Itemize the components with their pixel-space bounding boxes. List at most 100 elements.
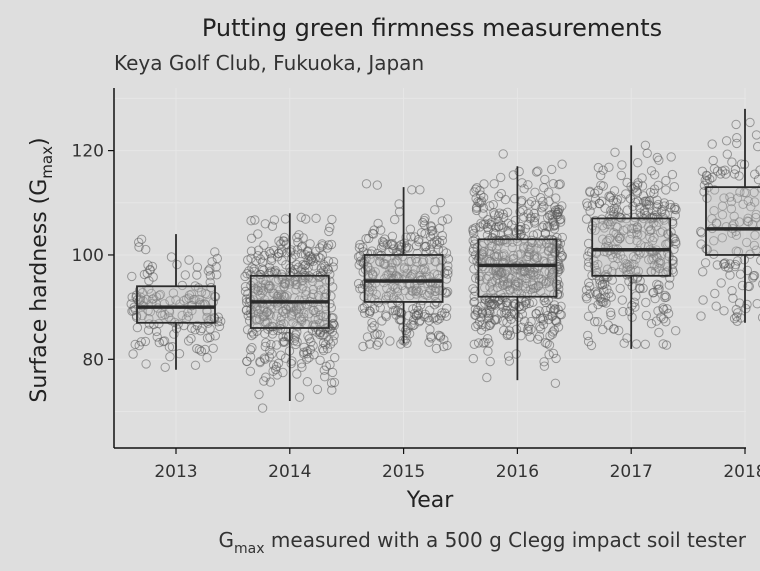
data-point xyxy=(394,199,404,209)
data-point xyxy=(506,309,516,319)
data-point xyxy=(493,240,503,251)
data-point xyxy=(472,183,482,193)
data-point xyxy=(400,243,411,253)
data-point xyxy=(629,297,639,307)
data-point xyxy=(313,291,324,301)
data-point xyxy=(665,199,675,210)
data-point xyxy=(582,294,592,304)
data-point xyxy=(727,157,737,167)
data-point xyxy=(126,299,136,309)
data-point xyxy=(169,329,179,339)
data-point xyxy=(358,341,368,352)
data-point xyxy=(299,342,309,352)
data-point xyxy=(653,306,663,316)
data-point xyxy=(291,305,302,315)
data-point xyxy=(377,236,388,247)
data-point xyxy=(291,330,301,340)
data-point xyxy=(417,274,427,284)
data-point xyxy=(330,352,340,363)
data-point xyxy=(584,278,594,288)
data-point xyxy=(748,271,759,281)
data-point xyxy=(183,336,194,346)
data-point xyxy=(240,282,251,292)
data-point xyxy=(661,185,671,195)
data-point xyxy=(607,216,617,227)
data-point xyxy=(696,311,706,321)
data-point xyxy=(409,309,420,319)
data-point xyxy=(420,289,430,300)
data-point xyxy=(582,201,593,211)
data-point xyxy=(599,274,609,284)
data-point xyxy=(555,179,565,189)
data-point xyxy=(329,330,339,341)
data-point xyxy=(640,339,650,349)
data-point xyxy=(399,264,409,274)
data-point xyxy=(276,350,286,360)
data-point xyxy=(358,242,368,253)
data-point xyxy=(307,325,318,336)
data-point xyxy=(127,271,137,282)
data-point xyxy=(603,216,613,227)
data-point xyxy=(267,349,277,359)
data-point xyxy=(160,362,170,372)
data-point xyxy=(539,357,549,367)
data-point xyxy=(529,216,539,226)
data-point xyxy=(511,299,521,309)
data-point xyxy=(659,201,670,211)
data-point xyxy=(529,252,540,262)
data-point xyxy=(205,271,216,281)
x-tick-label: 2014 xyxy=(268,462,311,482)
data-point xyxy=(644,199,654,210)
data-point xyxy=(365,306,375,316)
data-point xyxy=(489,179,499,189)
data-point xyxy=(482,334,493,344)
data-point xyxy=(316,263,326,273)
data-point xyxy=(321,361,331,371)
data-point xyxy=(537,203,547,213)
data-point xyxy=(415,185,425,195)
data-point xyxy=(210,247,220,257)
data-point xyxy=(656,258,666,269)
data-point xyxy=(731,304,741,315)
data-point xyxy=(469,291,479,301)
data-point xyxy=(596,170,606,181)
data-point xyxy=(648,253,659,263)
data-point xyxy=(632,224,642,234)
data-point xyxy=(165,352,175,362)
x-tick-label: 2013 xyxy=(154,462,197,482)
data-point xyxy=(425,324,435,335)
data-point xyxy=(548,221,559,231)
data-point xyxy=(469,297,479,307)
data-point xyxy=(500,194,511,205)
data-point xyxy=(404,256,414,267)
data-point xyxy=(502,330,512,341)
data-point xyxy=(605,192,615,203)
data-point xyxy=(510,194,520,204)
data-point xyxy=(661,317,671,327)
data-point xyxy=(469,228,479,239)
data-point xyxy=(282,291,292,301)
data-point xyxy=(473,338,484,348)
data-point xyxy=(212,317,223,327)
data-point xyxy=(168,288,179,298)
data-point xyxy=(468,246,478,257)
data-point xyxy=(159,336,170,346)
data-point xyxy=(386,287,396,297)
data-point xyxy=(581,214,592,224)
data-point xyxy=(555,217,566,227)
data-point xyxy=(732,133,742,143)
data-point xyxy=(128,349,138,359)
data-point xyxy=(420,309,430,319)
data-point xyxy=(537,207,547,217)
data-point xyxy=(537,313,547,323)
data-point xyxy=(598,165,608,175)
data-point xyxy=(633,230,643,240)
data-point xyxy=(294,262,304,272)
data-point xyxy=(719,306,729,316)
data-point xyxy=(208,343,218,353)
data-point xyxy=(291,320,301,330)
data-point xyxy=(494,267,504,277)
data-point xyxy=(496,220,506,231)
data-point xyxy=(400,336,410,346)
data-point xyxy=(652,195,662,205)
